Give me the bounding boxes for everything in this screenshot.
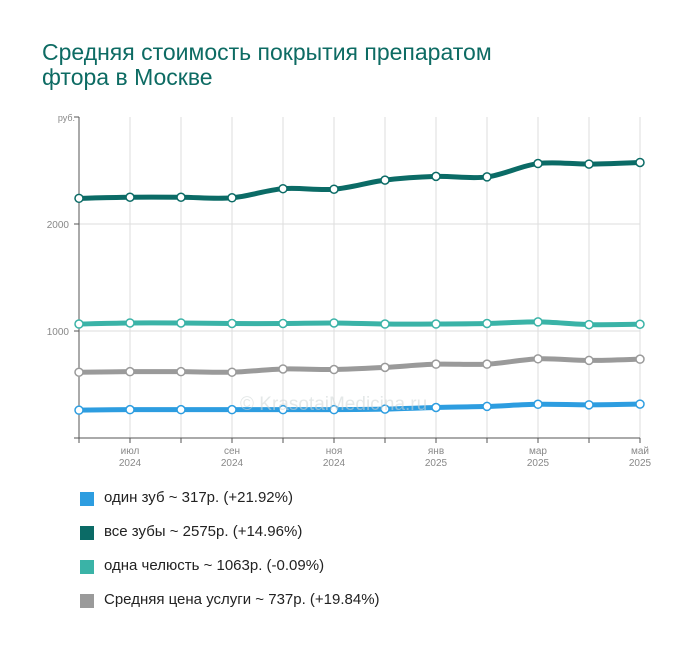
- x-tick-label-month: сен: [224, 446, 240, 457]
- data-point-all-teeth: [227, 193, 237, 203]
- data-point-all-teeth: [278, 183, 288, 194]
- legend-item-all-teeth[interactable]: все зубы ~ 2575р. (+14.96%): [80, 522, 380, 556]
- legend-label-one-jaw: одна челюсть ~ 1063р. (-0.09%): [104, 557, 325, 574]
- legend-item-one-tooth[interactable]: один зуб ~ 317р. (+21.92%): [80, 488, 380, 522]
- legend-swatch-average-price: [80, 594, 94, 608]
- data-point-one-tooth: [635, 399, 645, 409]
- watermark: © KrasotaiMedicina.ru: [240, 394, 428, 415]
- series-line-average-price: [76, 356, 643, 375]
- legend-label-average-price: Средняя цена услуги ~ 737р. (+19.84%): [104, 591, 380, 608]
- data-point-average-price: [431, 359, 441, 369]
- data-point-all-teeth: [176, 192, 186, 202]
- data-point-one-tooth: [533, 399, 543, 410]
- data-point-average-price: [380, 362, 390, 373]
- data-point-one-jaw: [380, 319, 390, 329]
- data-point-one-tooth: [482, 401, 492, 412]
- data-point-one-tooth: [227, 404, 237, 415]
- data-point-one-tooth: [329, 404, 339, 415]
- data-point-all-teeth: [584, 159, 594, 169]
- data-point-all-teeth: [329, 184, 339, 194]
- line-chart: руб.10002000июл2024сен2024ноя2024янв2025…: [47, 113, 652, 469]
- data-point-one-tooth: [584, 400, 594, 410]
- series-line-one-jaw: [76, 319, 643, 328]
- legend-swatch-one-jaw: [80, 560, 94, 574]
- legend-label-all-teeth: все зубы ~ 2575р. (+14.96%): [104, 523, 303, 540]
- x-tick-label-month: мар: [529, 446, 547, 457]
- series-line-all-teeth: [76, 159, 643, 201]
- data-point-one-jaw: [278, 318, 288, 329]
- data-point-one-tooth: [125, 404, 135, 415]
- data-point-average-price: [329, 364, 339, 375]
- data-point-all-teeth: [635, 157, 645, 168]
- data-point-one-jaw: [431, 319, 441, 329]
- data-point-one-jaw: [533, 317, 543, 327]
- data-point-one-jaw: [74, 319, 84, 329]
- data-point-one-jaw: [329, 318, 339, 328]
- data-point-average-price: [635, 354, 645, 364]
- x-tick-label-year: 2024: [119, 458, 142, 469]
- data-point-average-price: [482, 359, 492, 369]
- data-point-one-jaw: [482, 318, 492, 329]
- data-point-one-jaw: [635, 319, 645, 330]
- data-point-average-price: [533, 354, 543, 364]
- x-tick-label-month: ноя: [326, 446, 343, 457]
- legend-item-average-price[interactable]: Средняя цена услуги ~ 737р. (+19.84%): [80, 590, 380, 624]
- chart-title-line-1: Средняя стоимость покрытия препаратом: [42, 39, 492, 65]
- x-tick-label-year: 2025: [629, 458, 652, 469]
- chart-title: Средняя стоимость покрытия препаратом фт…: [42, 40, 642, 90]
- y-unit-label: руб.: [58, 113, 75, 123]
- x-tick-label-month: июл: [121, 446, 140, 457]
- data-point-average-price: [584, 355, 594, 366]
- x-tick-label-year: 2024: [221, 458, 244, 469]
- data-point-all-teeth: [74, 193, 84, 204]
- x-tick-label-month: янв: [428, 446, 444, 457]
- chart-title-line-2: фтора в Москве: [42, 64, 213, 90]
- data-point-all-teeth: [482, 172, 492, 182]
- data-point-one-jaw: [125, 318, 135, 328]
- data-point-one-tooth: [74, 405, 84, 415]
- data-point-one-jaw: [176, 318, 186, 328]
- data-point-one-jaw: [584, 319, 594, 330]
- x-tick-label-month: май: [631, 446, 649, 457]
- y-tick-label: 2000: [47, 220, 70, 231]
- data-point-average-price: [227, 367, 237, 377]
- chart-legend: один зуб ~ 317р. (+21.92%) все зубы ~ 25…: [80, 488, 380, 624]
- x-tick-label-year: 2025: [527, 458, 550, 469]
- legend-label-one-tooth: один зуб ~ 317р. (+21.92%): [104, 489, 293, 506]
- legend-swatch-one-tooth: [80, 492, 94, 506]
- x-tick-label-year: 2025: [425, 458, 448, 469]
- data-point-all-teeth: [533, 158, 543, 169]
- data-point-all-teeth: [125, 192, 135, 202]
- data-point-average-price: [278, 364, 288, 374]
- data-point-average-price: [125, 366, 135, 377]
- legend-swatch-all-teeth: [80, 526, 94, 540]
- data-point-average-price: [176, 366, 186, 377]
- data-point-all-teeth: [431, 171, 441, 182]
- x-tick-label-year: 2024: [323, 458, 346, 469]
- data-point-one-tooth: [278, 404, 288, 415]
- data-point-one-tooth: [176, 404, 186, 415]
- legend-item-one-jaw[interactable]: одна челюсть ~ 1063р. (-0.09%): [80, 556, 380, 590]
- y-tick-label: 1000: [47, 327, 70, 338]
- data-point-average-price: [74, 367, 84, 377]
- data-point-all-teeth: [380, 175, 390, 185]
- data-point-one-tooth: [380, 404, 390, 414]
- data-point-one-tooth: [431, 402, 441, 413]
- data-point-one-jaw: [227, 318, 237, 329]
